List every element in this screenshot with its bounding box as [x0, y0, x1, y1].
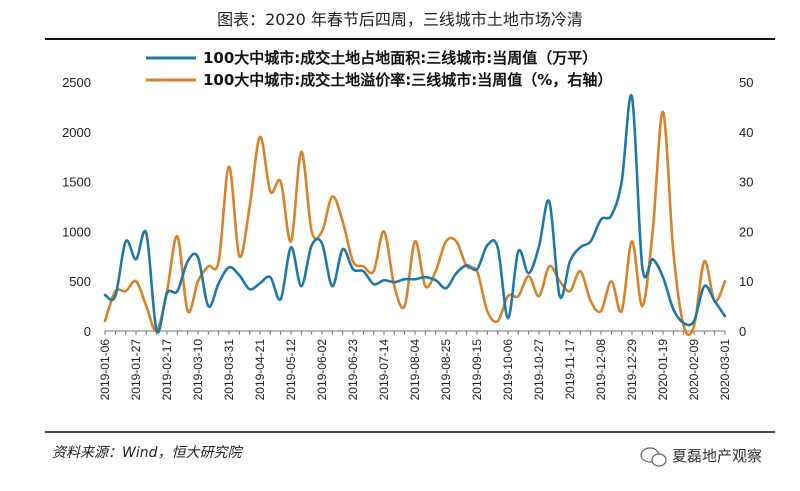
- x-tick-label: 2019-11-17: [563, 339, 577, 400]
- y-right-tick-label: 10: [739, 274, 753, 289]
- x-tick-label: 2020-01-19: [656, 339, 670, 401]
- y-right-tick-label: 40: [739, 125, 753, 140]
- x-tick-label: 2019-12-29: [625, 339, 639, 401]
- wechat-icon: [640, 447, 667, 467]
- x-tick-label: 2019-08-04: [408, 339, 422, 401]
- source-note: 资料来源：Wind，恒大研究院: [52, 445, 243, 461]
- y-left-tick-label: 1000: [62, 224, 91, 239]
- x-tick-label: 2019-09-15: [470, 339, 484, 401]
- x-tick-label: 2019-07-14: [377, 339, 391, 401]
- watermark: 夏磊地产观察: [640, 447, 762, 467]
- y-left-tick-label: 2500: [62, 75, 91, 90]
- legend: 100大中城市:成交土地占地面积:三线城市:当周值（万平） 100大中城市:成交…: [146, 49, 612, 89]
- series-line-land-area: [103, 93, 727, 334]
- y-right-tick-label: 30: [739, 175, 753, 190]
- x-tick-label: 2019-10-06: [501, 339, 515, 401]
- x-tick-label: 2019-02-17: [160, 339, 174, 401]
- legend-label-area: 100大中城市:成交土地占地面积:三线城市:当周值（万平）: [203, 49, 597, 67]
- series-layer: [103, 93, 727, 337]
- x-tick-label: 2019-06-02: [315, 339, 329, 401]
- x-tick-label: 2019-08-25: [439, 339, 453, 401]
- y-left-tick-label: 1500: [62, 175, 91, 190]
- x-tick-label: 2019-06-23: [346, 339, 360, 401]
- x-tick-label: 2019-03-10: [191, 339, 205, 401]
- x-tick-label: 2019-04-21: [253, 339, 267, 401]
- watermark-text: 夏磊地产观察: [672, 447, 762, 465]
- x-tick-label: 2019-01-06: [98, 339, 112, 401]
- y-left-tick-label: 500: [69, 274, 91, 289]
- x-tick-label: 2019-10-27: [532, 339, 546, 401]
- axes: 0 500 1000 1500 2000 2500 0 10 20 30 40 50 2019-01-0…: [62, 75, 753, 400]
- legend-label-premium: 100大中城市:成交土地溢价率:三线城市:当周值（%，右轴）: [203, 71, 612, 89]
- chart-title: 图表：2020 年春节后四周，三线城市土地市场冷清: [217, 10, 583, 29]
- x-tick-label: 2020-03-01: [718, 339, 732, 401]
- x-tick-label: 2020-02-09: [687, 339, 701, 401]
- y-left-tick-label: 2000: [62, 125, 91, 140]
- series-line-premium-rate: [103, 110, 727, 337]
- x-tick-label: 2019-01-27: [129, 339, 143, 401]
- y-left-tick-label: 0: [84, 324, 91, 339]
- x-tick-label: 2019-12-08: [594, 339, 608, 401]
- x-tick-label: 2019-03-31: [222, 339, 236, 401]
- y-right-tick-label: 20: [739, 224, 753, 239]
- y-right-tick-label: 0: [739, 324, 746, 339]
- x-tick-label: 2019-05-12: [284, 339, 298, 401]
- y-right-tick-label: 50: [739, 75, 753, 90]
